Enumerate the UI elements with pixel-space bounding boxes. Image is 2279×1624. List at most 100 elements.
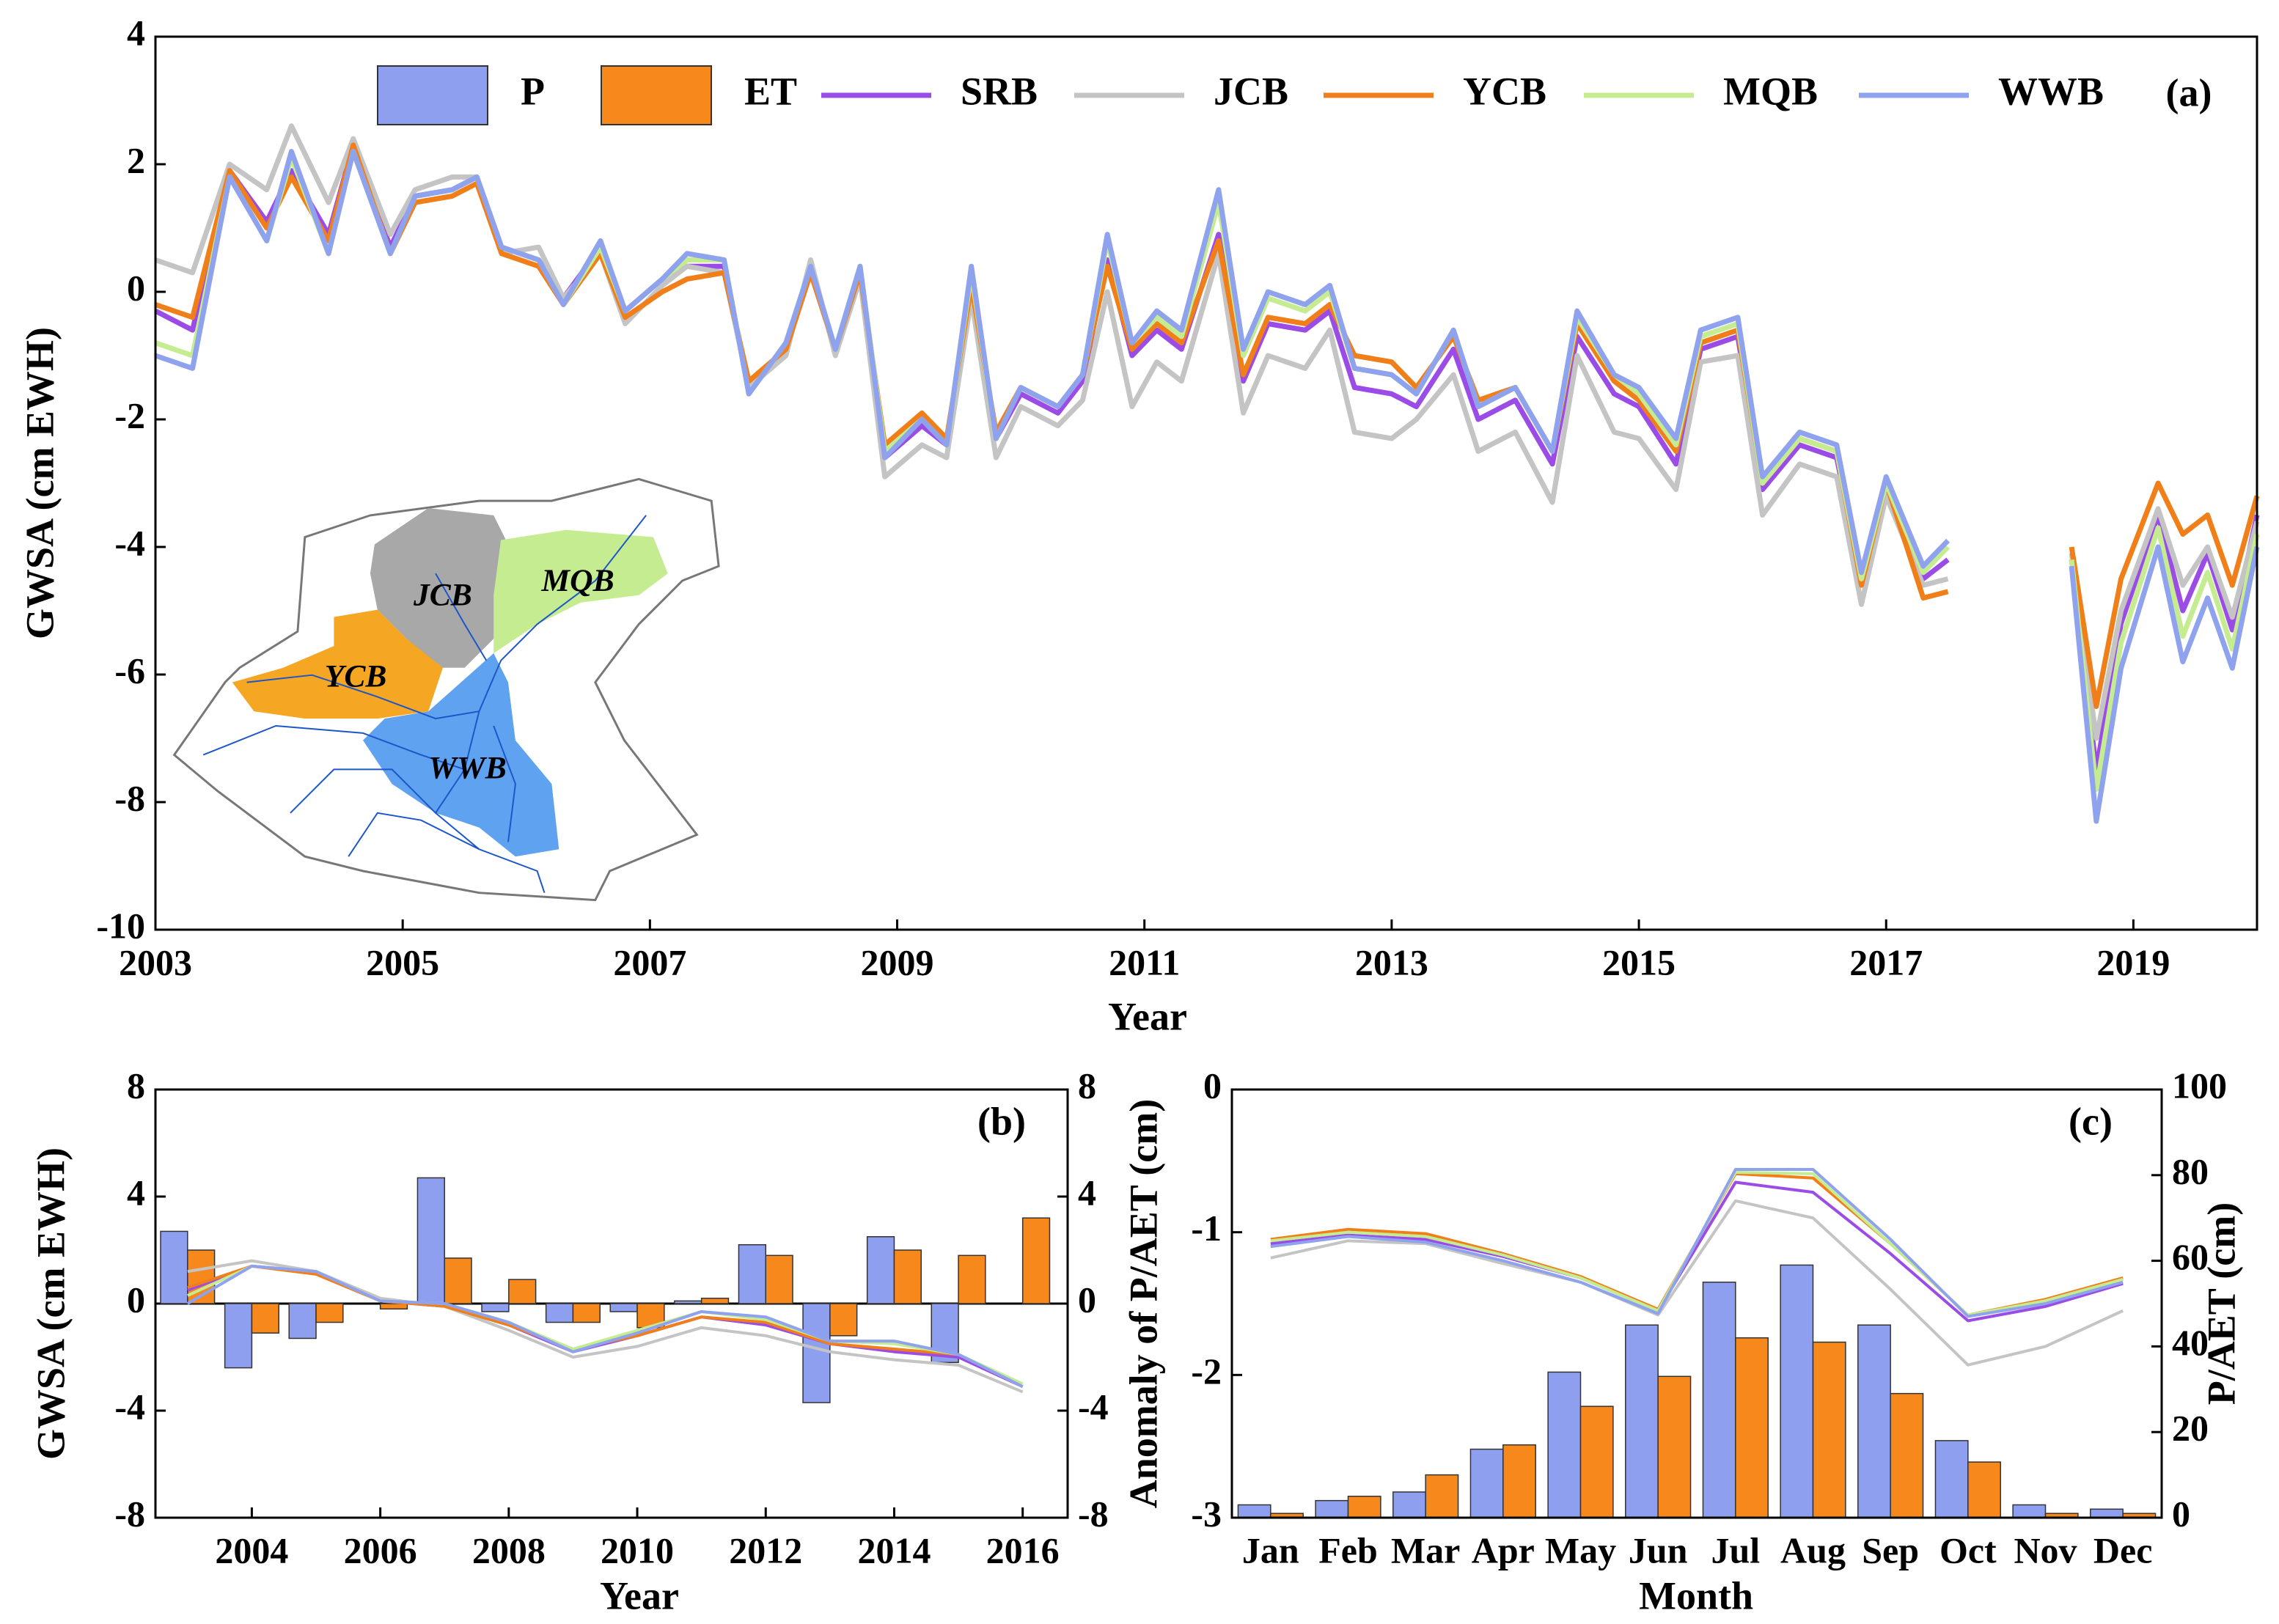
bar — [1934, 1440, 1969, 1518]
x-tick-label: Sep — [1862, 1529, 1919, 1570]
bar — [1579, 1406, 1614, 1518]
y-tick-label: 4 — [127, 1172, 145, 1213]
x-tick-label: Oct — [1939, 1529, 1997, 1570]
y2-tick-label: 40 — [2172, 1322, 2209, 1363]
y-tick-label: -1 — [1191, 1208, 1222, 1249]
bar — [1735, 1337, 1769, 1518]
y2-tick-label: 100 — [2172, 1065, 2227, 1106]
bar — [481, 1303, 510, 1312]
x-tick-label: 2015 — [1602, 941, 1676, 982]
line-series — [1270, 1180, 2124, 1323]
y2-tick-label: 0 — [2172, 1493, 2190, 1534]
bar — [1237, 1504, 1271, 1518]
bar — [1657, 1375, 1692, 1518]
x-tick-label: 2016 — [986, 1529, 1060, 1570]
bar — [444, 1257, 472, 1304]
bar — [1547, 1371, 1582, 1518]
y-tick-label: 2 — [127, 139, 145, 180]
ycb-area — [232, 609, 443, 719]
bar — [508, 1279, 537, 1304]
y-tick-label: -4 — [114, 1386, 145, 1427]
y-tick-label: -2 — [114, 394, 145, 436]
legend-label: ET — [744, 69, 797, 113]
bar — [251, 1303, 279, 1334]
bar — [572, 1303, 601, 1323]
y2-axis-title: P/AET (cm) — [2199, 1202, 2243, 1405]
y-axis-title: GWSA (cm EWH) — [29, 1147, 73, 1460]
bar — [1780, 1264, 1814, 1518]
y2-axis-title: Anomaly of P/AET (cm) — [1121, 1099, 1165, 1508]
bar — [1857, 1324, 1891, 1518]
bar — [1702, 1282, 1736, 1518]
bar — [2090, 1508, 2124, 1518]
basin-map: JCB MQB YCB WWB — [172, 477, 720, 902]
river — [202, 724, 465, 771]
x-tick-label: Dec — [2093, 1529, 2153, 1570]
panel-label: (a) — [2166, 70, 2212, 114]
x-tick-label: 2014 — [857, 1529, 931, 1570]
line-series — [1270, 1199, 2124, 1367]
y2-tick-label: -8 — [1078, 1493, 1109, 1534]
y-tick-label: -2 — [1191, 1351, 1222, 1392]
bar — [674, 1300, 702, 1304]
bar — [1315, 1499, 1349, 1518]
bar — [765, 1254, 793, 1304]
x-tick-label: Jan — [1242, 1529, 1299, 1570]
x-tick-label: 2009 — [861, 941, 934, 982]
bar — [1967, 1461, 2001, 1518]
y-tick-label: 4 — [127, 12, 145, 53]
rivers — [202, 515, 647, 894]
x-tick-label: 2005 — [366, 941, 439, 982]
legend-swatch — [601, 65, 712, 125]
x-tick-label: 2011 — [1109, 941, 1180, 982]
legend-label: SRB — [961, 69, 1038, 113]
plot-frame — [154, 35, 2258, 931]
bar — [700, 1297, 730, 1304]
bar — [1469, 1448, 1504, 1518]
map-label: WWB — [428, 750, 507, 785]
river — [290, 768, 546, 894]
x-tick-label: May — [1545, 1529, 1616, 1570]
x-axis-title: Year — [600, 1573, 679, 1617]
jcb-area — [370, 508, 508, 668]
y-tick-label: 0 — [1203, 1065, 1222, 1106]
y-tick-label: 0 — [127, 1279, 145, 1320]
x-tick-label: 2006 — [344, 1529, 417, 1570]
y2-tick-label: 20 — [2172, 1408, 2209, 1449]
bar — [1812, 1341, 1846, 1518]
plot-frame — [154, 1088, 1069, 1519]
bar — [1021, 1217, 1051, 1304]
x-tick-label: Nov — [2014, 1529, 2077, 1570]
legend-label: P — [521, 69, 545, 113]
y-tick-label: -3 — [1191, 1493, 1222, 1534]
bar — [1347, 1496, 1381, 1518]
bar — [160, 1230, 188, 1304]
x-tick-label: 2003 — [119, 941, 192, 982]
bar — [1502, 1444, 1536, 1518]
y-tick-label: -10 — [96, 905, 145, 946]
panel-label: (b) — [977, 1099, 1026, 1143]
bar — [416, 1177, 445, 1304]
bar — [379, 1303, 408, 1310]
bar — [315, 1303, 344, 1323]
line-series — [186, 1264, 1024, 1388]
y2-tick-label: 60 — [2172, 1236, 2209, 1277]
bar — [1425, 1474, 1459, 1518]
river — [493, 725, 516, 842]
bar — [545, 1303, 574, 1323]
x-tick-label: 2008 — [472, 1529, 546, 1570]
bar — [866, 1236, 895, 1304]
river — [348, 812, 480, 857]
y-tick-label: -4 — [114, 522, 145, 563]
legend-swatch — [377, 65, 488, 125]
map-label: JCB — [413, 578, 472, 613]
bar — [1625, 1324, 1659, 1518]
map-label: MQB — [540, 563, 614, 598]
x-tick-label: Jul — [1711, 1529, 1760, 1570]
map-label: YCB — [325, 659, 387, 694]
x-tick-label: 2012 — [729, 1529, 802, 1570]
legend-label: WWB — [1998, 69, 2104, 113]
y2-tick-label: 80 — [2172, 1150, 2209, 1191]
